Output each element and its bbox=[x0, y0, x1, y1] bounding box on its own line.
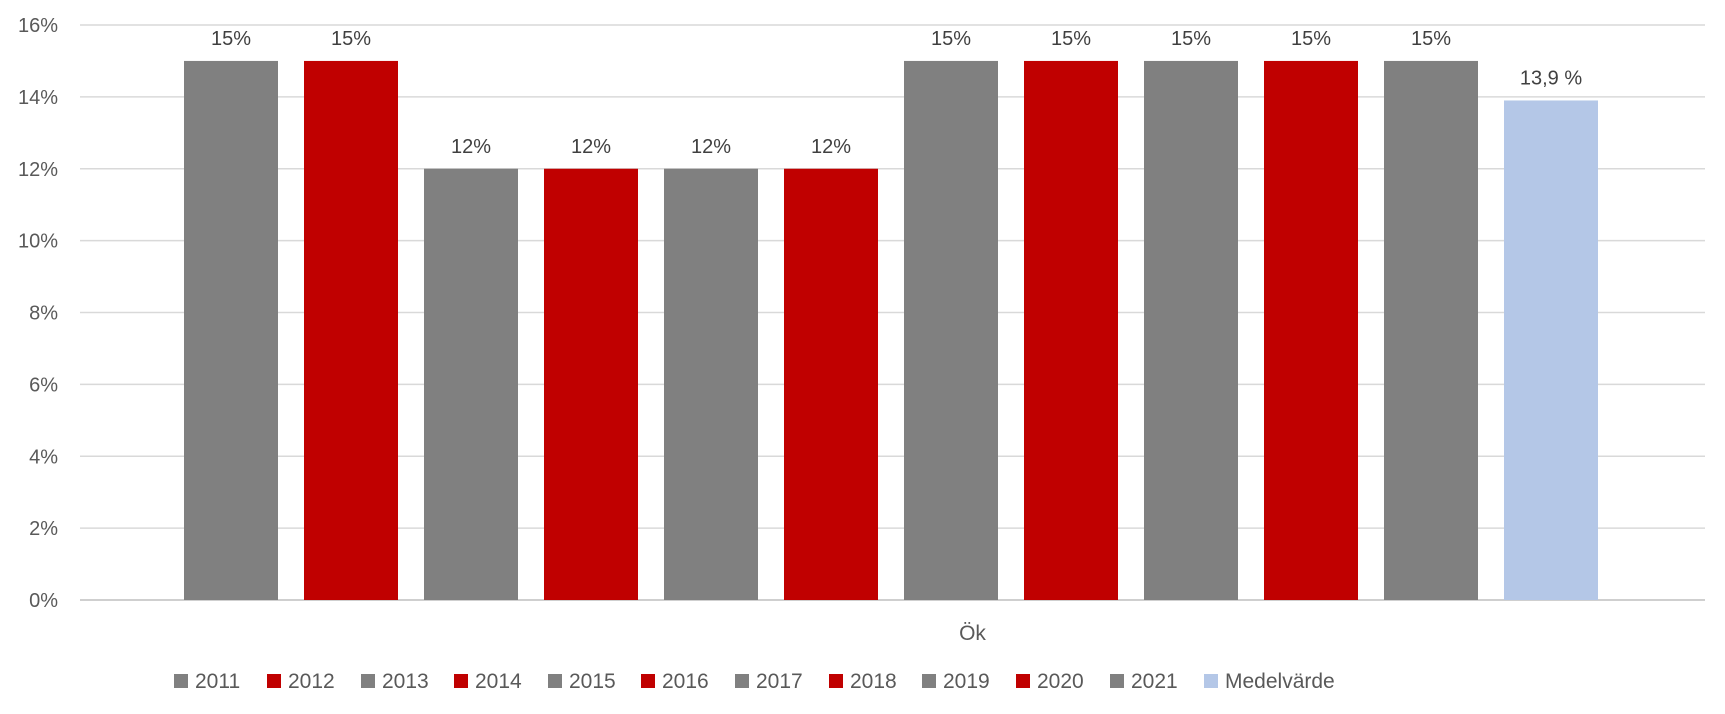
data-label-2018: 15% bbox=[1051, 28, 1091, 50]
bar-Medelvärde bbox=[1504, 100, 1598, 600]
data-label-2013: 12% bbox=[451, 136, 491, 158]
legend-swatch-2014 bbox=[454, 674, 468, 688]
y-tick-label: 16% bbox=[18, 15, 58, 37]
legend-swatch-2013 bbox=[361, 674, 375, 688]
legend-label-2017: 2017 bbox=[756, 670, 803, 693]
data-label-2017: 15% bbox=[931, 28, 971, 50]
data-label-2011: 15% bbox=[211, 28, 251, 50]
bar-2020 bbox=[1264, 60, 1358, 600]
data-label-2021: 15% bbox=[1411, 28, 1451, 50]
legend-label-2013: 2013 bbox=[382, 670, 429, 693]
bar-2019 bbox=[1144, 60, 1238, 600]
bar-2015 bbox=[664, 168, 758, 600]
legend-label-2016: 2016 bbox=[662, 670, 709, 693]
legend-swatch-2019 bbox=[922, 674, 936, 688]
legend-label-2018: 2018 bbox=[850, 670, 897, 693]
legend-swatch-2020 bbox=[1016, 674, 1030, 688]
data-label-Medelvärde: 13,9 % bbox=[1520, 67, 1582, 89]
data-label-2016: 12% bbox=[811, 136, 851, 158]
legend-label-2020: 2020 bbox=[1037, 670, 1084, 693]
bar-2021 bbox=[1384, 60, 1478, 600]
data-label-2015: 12% bbox=[691, 136, 731, 158]
y-tick-label: 2% bbox=[29, 518, 58, 540]
y-tick-label: 14% bbox=[18, 87, 58, 109]
y-tick-label: 12% bbox=[18, 159, 58, 181]
bar-2014 bbox=[544, 168, 638, 600]
legend-swatch-2015 bbox=[548, 674, 562, 688]
y-tick-label: 8% bbox=[29, 303, 58, 325]
bar-2017 bbox=[904, 60, 998, 600]
data-label-2014: 12% bbox=[571, 136, 611, 158]
legend-swatch-2018 bbox=[829, 674, 843, 688]
legend-swatch-2011 bbox=[174, 674, 188, 688]
legend: 2011 2012 2013 2014 2015 2016 2017 2018 2019 2020… bbox=[174, 670, 1335, 693]
bar-2018 bbox=[1024, 60, 1118, 600]
legend-swatch-2021 bbox=[1110, 674, 1124, 688]
legend-label-2019: 2019 bbox=[943, 670, 990, 693]
y-tick-label: 6% bbox=[29, 374, 58, 396]
bar-2012 bbox=[304, 60, 398, 600]
bar-2013 bbox=[424, 168, 518, 600]
legend-label-Medelvärde: Medelvärde bbox=[1225, 670, 1335, 693]
data-labels: 15% 15% 12% 12% 12% 12% 15% 15% 15% 15% 15% 13,9 % bbox=[211, 28, 1582, 158]
bars bbox=[184, 60, 1598, 600]
legend-label-2012: 2012 bbox=[288, 670, 335, 693]
bar-2016 bbox=[784, 168, 878, 600]
data-label-2020: 15% bbox=[1291, 28, 1331, 50]
y-tick-label: 4% bbox=[29, 446, 58, 468]
y-tick-label: 10% bbox=[18, 231, 58, 253]
data-label-2019: 15% bbox=[1171, 28, 1211, 50]
legend-label-2015: 2015 bbox=[569, 670, 616, 693]
bar-2011 bbox=[184, 60, 278, 600]
legend-swatch-2016 bbox=[641, 674, 655, 688]
legend-swatch-Medelvärde bbox=[1204, 674, 1218, 688]
legend-label-2014: 2014 bbox=[475, 670, 522, 693]
y-axis-ticks: 0% 2% 4% 6% 8% 10% 12% 14% 16% bbox=[18, 15, 58, 612]
y-tick-label: 0% bbox=[29, 590, 58, 612]
legend-label-2011: 2011 bbox=[195, 670, 240, 693]
legend-swatch-2017 bbox=[735, 674, 749, 688]
legend-label-2021: 2021 bbox=[1131, 670, 1178, 693]
data-label-2012: 15% bbox=[331, 28, 371, 50]
legend-swatch-2012 bbox=[267, 674, 281, 688]
x-category-label: Ök bbox=[959, 622, 986, 645]
